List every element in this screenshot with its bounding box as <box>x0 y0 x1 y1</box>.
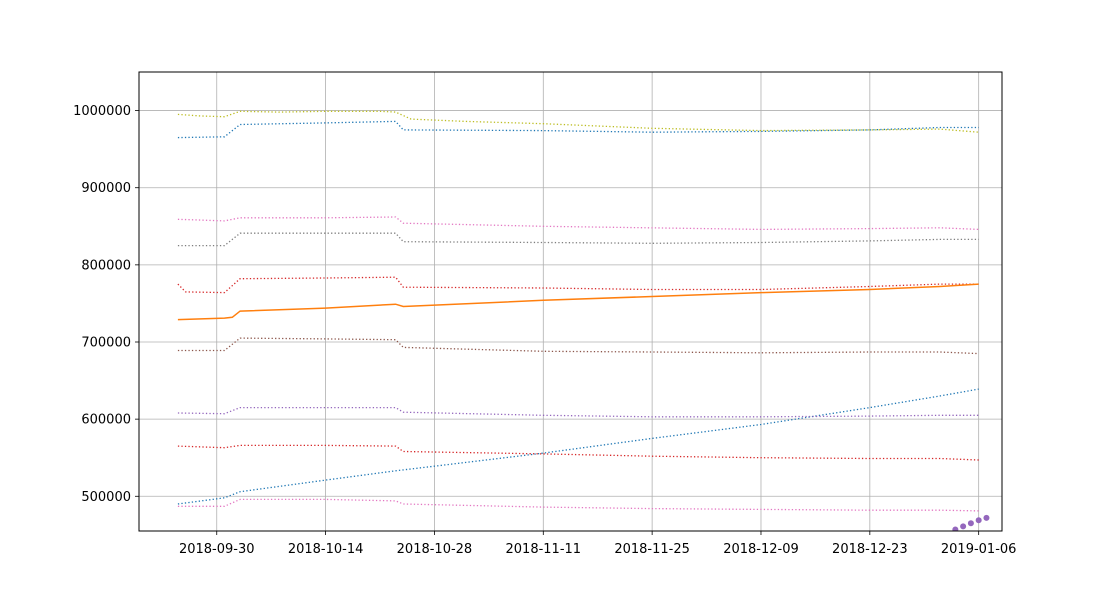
axes: 2018-09-30 2018-10-14 2018-10-28 2018-11-11… <box>73 104 1016 557</box>
series-3-line <box>177 232 979 247</box>
series-5-line <box>177 283 979 321</box>
grid <box>139 72 1002 531</box>
plot-frame <box>138 71 1003 532</box>
x-tick-label: 2019-01-06 <box>941 542 1017 557</box>
y-tick-label: 800000 <box>81 258 131 273</box>
series-11-point <box>967 520 974 527</box>
y-tick-label: 500000 <box>81 490 131 505</box>
x-tick-label: 2018-11-11 <box>506 542 582 557</box>
y-tick-label: 1000000 <box>73 104 131 119</box>
series-4-line <box>177 276 979 294</box>
series-9-line <box>177 444 979 461</box>
series-2-line <box>177 216 979 231</box>
series-6-line <box>177 337 979 355</box>
plot-series <box>177 110 990 531</box>
series-10-line <box>177 498 979 512</box>
series-11-point <box>952 526 959 531</box>
x-tick-label: 2018-10-28 <box>397 542 473 557</box>
x-tick-label: 2018-10-14 <box>288 542 364 557</box>
y-tick-label: 700000 <box>81 336 131 351</box>
x-tick-label: 2018-12-09 <box>723 542 799 557</box>
x-tick-label: 2018-11-25 <box>614 542 690 557</box>
y-tick-label: 900000 <box>81 181 131 196</box>
series-7-line <box>177 388 979 505</box>
series-11-point <box>983 514 990 521</box>
series-8-line <box>177 406 979 418</box>
series-11-point <box>975 517 982 524</box>
y-tick-label: 600000 <box>81 413 131 428</box>
series-0-line <box>177 110 979 133</box>
series-1-line <box>177 120 979 139</box>
x-tick-label: 2018-09-30 <box>179 542 255 557</box>
x-tick-label: 2018-12-23 <box>832 542 908 557</box>
series-11-point <box>960 523 967 530</box>
